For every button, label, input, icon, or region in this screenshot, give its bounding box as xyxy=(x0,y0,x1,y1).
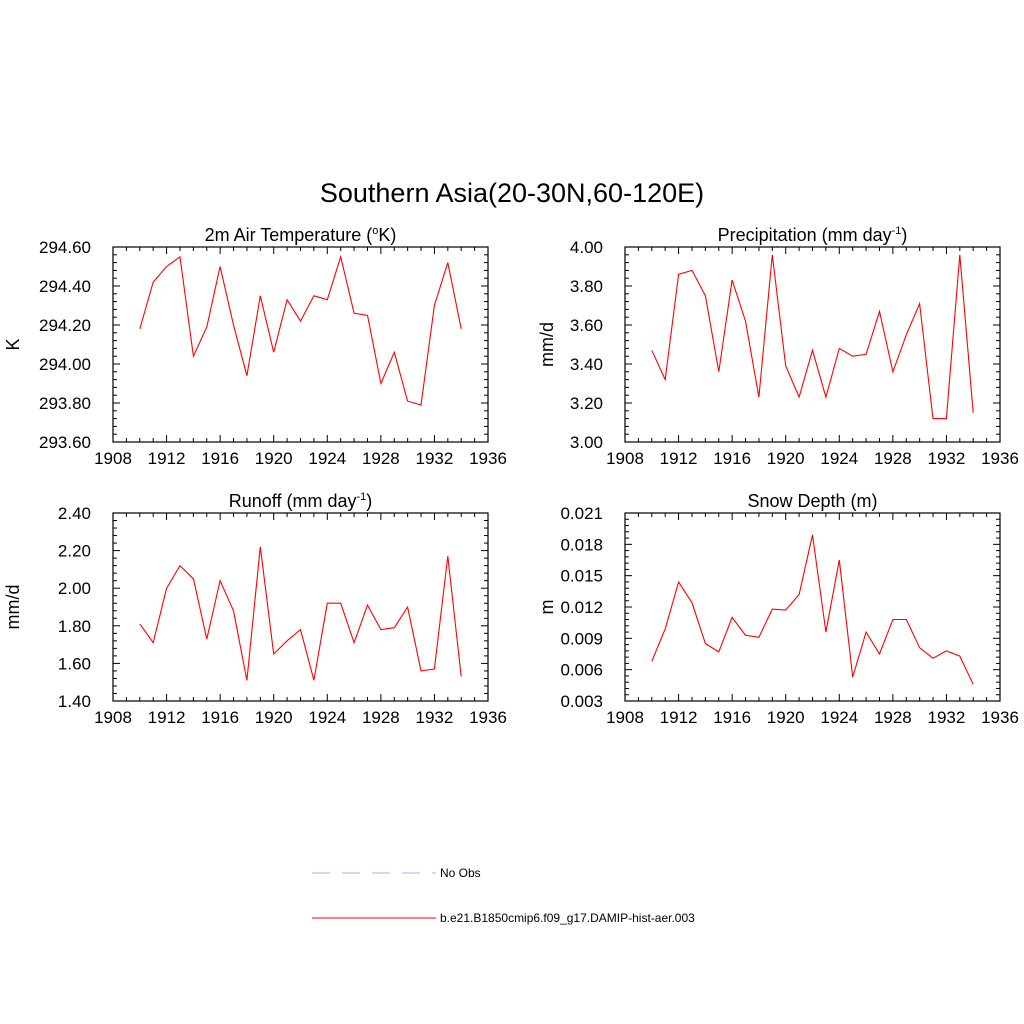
y-tick-label: 0.006 xyxy=(560,661,603,680)
y-tick-label: 2.20 xyxy=(58,542,91,561)
x-tick-label: 1908 xyxy=(94,449,132,468)
panel-title: 2m Air Temperature (oK) xyxy=(205,225,397,245)
y-tick-label: 2.40 xyxy=(58,504,91,523)
y-tick-label: 0.015 xyxy=(560,567,603,586)
x-tick-label: 1920 xyxy=(255,449,293,468)
x-tick-label: 1908 xyxy=(94,708,132,727)
panel-precipitation: Precipitation (mm day-1) 1908 1912 1916 1920… xyxy=(537,225,1019,468)
x-tick-label: 1924 xyxy=(308,449,346,468)
x-tick-label: 1916 xyxy=(713,708,751,727)
x-tick-label: 1916 xyxy=(201,708,239,727)
figure-title: Southern Asia(20-30N,60-120E) xyxy=(320,178,704,208)
x-tick-label: 1936 xyxy=(981,708,1019,727)
series-line xyxy=(651,254,974,420)
x-tick-label: 1916 xyxy=(201,449,239,468)
x-tick-label: 1908 xyxy=(606,449,644,468)
plot-frame xyxy=(624,246,1001,443)
x-tick-label: 1912 xyxy=(660,449,698,468)
y-tick-label: 293.60 xyxy=(39,433,91,452)
x-tick-label: 1932 xyxy=(928,708,966,727)
panel-title: Snow Depth (m) xyxy=(747,491,877,511)
x-tick-label: 1936 xyxy=(981,449,1019,468)
y-axis-label: mm/d xyxy=(537,322,557,367)
y-axis-label: m xyxy=(537,600,557,615)
x-tick-label: 1928 xyxy=(874,708,912,727)
panel-title-suffix: ) xyxy=(366,491,372,511)
x-tick-label: 1920 xyxy=(255,708,293,727)
panel-title: Precipitation (mm day-1) xyxy=(718,225,908,245)
x-tick-label: 1932 xyxy=(416,449,454,468)
x-tick-label: 1916 xyxy=(713,449,751,468)
legend-label-model: b.e21.B1850cmip6.f09_g17.DAMIP-hist-aer.… xyxy=(440,911,695,925)
panel-title-suffix: ) xyxy=(901,225,907,245)
y-tick-label: 294.60 xyxy=(39,238,91,257)
y-tick-label: 2.00 xyxy=(58,579,91,598)
x-tick-label: 1924 xyxy=(308,708,346,727)
x-tick-label: 1928 xyxy=(874,449,912,468)
panel-title-text: Runoff (mm day xyxy=(229,491,357,511)
y-tick-label: 3.60 xyxy=(570,316,603,335)
series-line xyxy=(651,534,974,685)
x-tick-label: 1920 xyxy=(767,449,805,468)
panel-title: Runoff (mm day-1) xyxy=(229,491,373,511)
x-tick-label: 1932 xyxy=(928,449,966,468)
plot-frame xyxy=(624,512,1001,702)
y-tick-label: 3.20 xyxy=(570,394,603,413)
y-tick-label: 1.80 xyxy=(58,617,91,636)
legend: No Obs b.e21.B1850cmip6.f09_g17.DAMIP-his… xyxy=(312,866,695,925)
panel-title-superscript: o xyxy=(372,225,378,237)
x-tick-label: 1924 xyxy=(820,708,858,727)
x-tick-label: 1932 xyxy=(416,708,454,727)
panel-air-temperature: 2m Air Temperature (oK) 1908 1912 1916 1920 1… xyxy=(3,225,507,468)
series-line xyxy=(139,546,462,681)
x-tick-label: 1912 xyxy=(148,449,186,468)
y-tick-label: 0.009 xyxy=(560,629,603,648)
panel-title-superscript: -1 xyxy=(356,491,366,503)
y-tick-label: 294.40 xyxy=(39,277,91,296)
panel-title-suffix: K) xyxy=(378,225,396,245)
panel-runoff: Runoff (mm day-1) 1908 1912 1916 1920 1924 192… xyxy=(3,491,507,727)
y-tick-label: 0.012 xyxy=(560,598,603,617)
x-tick-label: 1936 xyxy=(469,708,507,727)
x-tick-label: 1920 xyxy=(767,708,805,727)
series-line xyxy=(139,254,462,406)
x-tick-label: 1936 xyxy=(469,449,507,468)
y-axis-label: K xyxy=(3,338,23,350)
y-tick-label: 3.80 xyxy=(570,277,603,296)
y-tick-label: 3.00 xyxy=(570,433,603,452)
panel-snow-depth: Snow Depth (m) 1908 1912 1916 1920 1924 1928 19… xyxy=(537,491,1019,727)
y-tick-label: 294.20 xyxy=(39,316,91,335)
y-tick-label: 294.00 xyxy=(39,355,91,374)
x-tick-label: 1924 xyxy=(820,449,858,468)
x-tick-label: 1928 xyxy=(362,708,400,727)
panel-title-text: Snow Depth (m) xyxy=(747,491,877,511)
y-tick-label: 0.003 xyxy=(560,692,603,711)
y-tick-label: 1.40 xyxy=(58,692,91,711)
panel-title-text: Precipitation (mm day xyxy=(718,225,892,245)
plot-frame xyxy=(112,512,489,702)
panel-title-superscript: -1 xyxy=(892,225,902,237)
y-tick-label: 1.60 xyxy=(58,654,91,673)
panel-title-text: 2m Air Temperature ( xyxy=(205,225,373,245)
y-axis-label: mm/d xyxy=(3,585,23,630)
x-tick-label: 1908 xyxy=(606,708,644,727)
legend-label-no-obs: No Obs xyxy=(440,866,481,880)
y-tick-label: 0.021 xyxy=(560,504,603,523)
x-tick-label: 1928 xyxy=(362,449,400,468)
y-tick-label: 3.40 xyxy=(570,355,603,374)
x-tick-label: 1912 xyxy=(660,708,698,727)
x-tick-label: 1912 xyxy=(148,708,186,727)
plot-frame xyxy=(112,246,489,443)
panels-group: 2m Air Temperature (oK)1908 1912 1916 1920 1… xyxy=(3,225,1019,727)
y-tick-label: 4.00 xyxy=(570,238,603,257)
y-tick-label: 0.018 xyxy=(560,535,603,554)
y-tick-label: 293.80 xyxy=(39,394,91,413)
